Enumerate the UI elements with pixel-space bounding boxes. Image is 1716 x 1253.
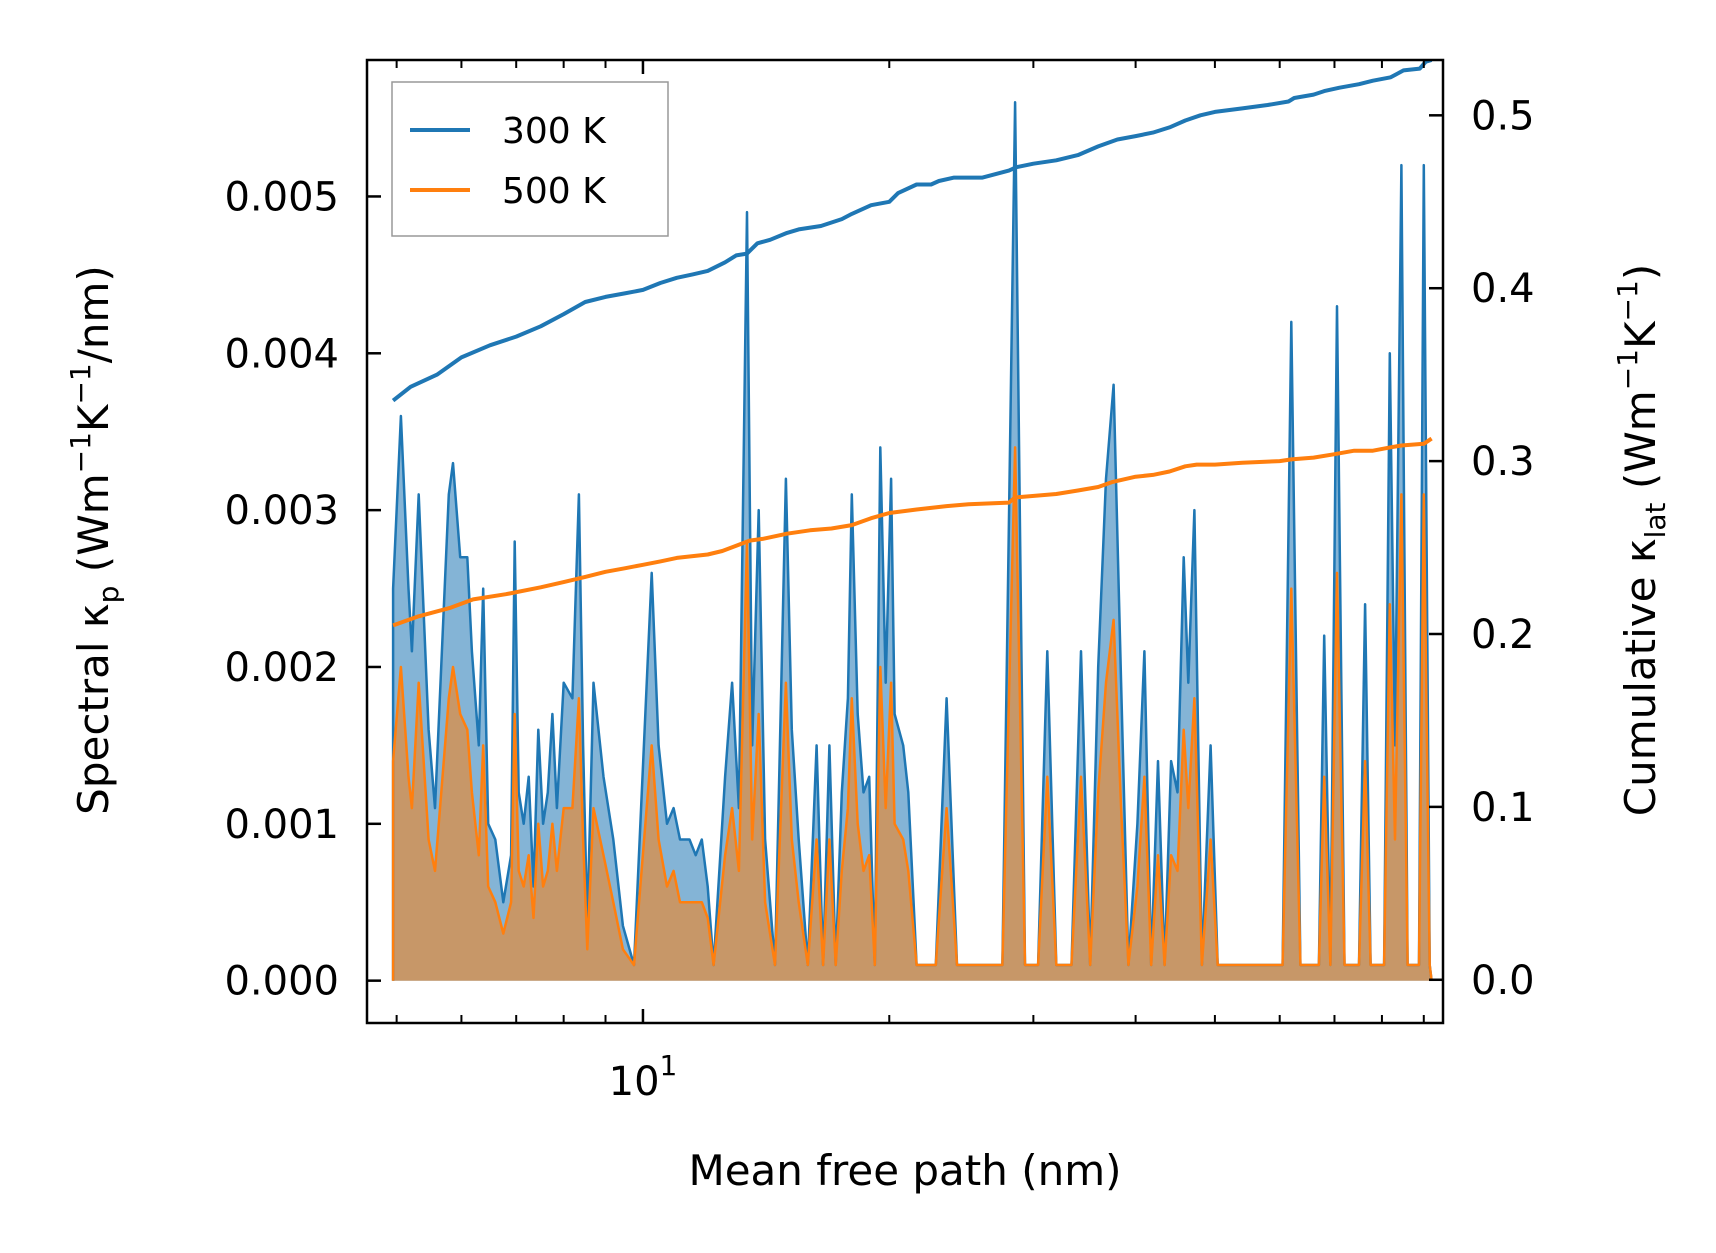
y-left-axis-title: Spectral κp (Wm−1K−1/nm) [64,265,125,815]
y-right-axis-ticks: 0.0 0.1 0.2 0.3 0.4 0.5 [1429,93,1535,1004]
x-axis-title: Mean free path (nm) [688,1146,1121,1195]
y-right-tick-label: 0.0 [1471,958,1535,1004]
legend-label-300k: 300 K [502,111,607,152]
legend-label-500k: 500 K [502,171,607,212]
y-right-tick-label: 0.1 [1471,785,1535,831]
plot-frame [365,58,1445,1025]
spectral-line-group [391,101,1433,981]
legend-box [391,81,669,237]
y-left-tick-label: 0.003 [224,488,339,534]
cumulative-line-group [391,60,1433,628]
y-left-tick-label: 0.002 [224,645,339,691]
x-axis-ticks [395,60,1425,1023]
y-right-tick-label: 0.2 [1471,612,1535,658]
y-left-tick-label: 0.004 [224,331,339,377]
y-right-axis-title: Cumulative κlat (Wm−1K−1) [1611,264,1672,816]
y-left-tick-label: 0.000 [224,959,339,1005]
y-left-tick-label: 0.005 [224,174,339,220]
y-left-tick-label: 0.001 [224,802,339,848]
spectral-500k-fill [393,447,1432,981]
y-right-tick-label: 0.4 [1471,266,1535,312]
y-left-axis-ticks: 0.000 0.001 0.002 0.003 0.004 0.005 [224,174,381,1005]
spectral-500k-line [391,446,1433,981]
spectral-300k-line [391,101,1433,981]
legend: 300 K 500 K [391,81,669,237]
cumulative-500k-line [392,436,1433,628]
y-right-tick-label: 0.3 [1471,439,1535,485]
x-tick-label-10: 101 [609,1049,678,1105]
y-right-tick-label: 0.5 [1471,93,1535,139]
cumulative-300k-line [391,60,1433,403]
